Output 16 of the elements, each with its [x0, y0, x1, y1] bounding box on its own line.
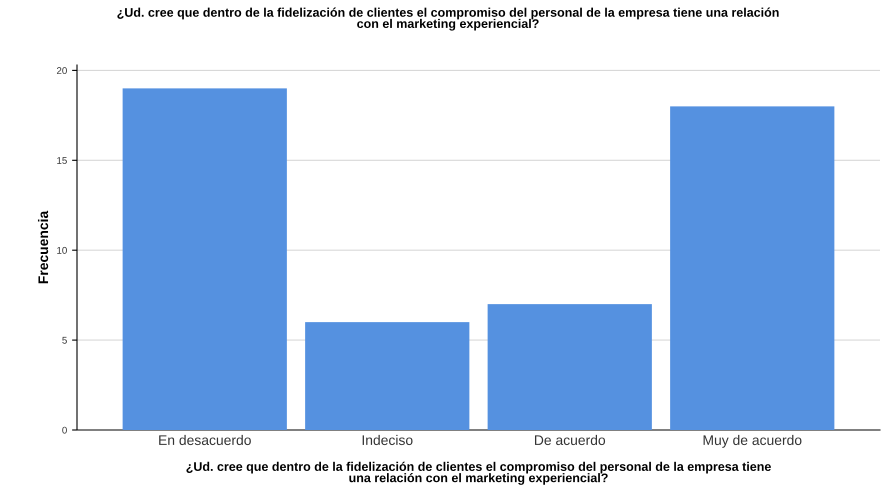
- y-tick-label: 20: [56, 67, 67, 74]
- y-tick-label: 10: [57, 246, 67, 254]
- chart-title: ¿Ud. cree que dentro de la fidelización de clientes el compromiso del personal de la empresa tiene una relación con el marketing experiencial?: [117, 8, 779, 31]
- y-tick-label: 15: [57, 157, 67, 164]
- y-axis-title: Frecuencia: [38, 210, 48, 284]
- y-tick-label: 0: [62, 426, 67, 434]
- x-tick-label: Indeciso: [362, 434, 413, 446]
- bar: [122, 88, 287, 430]
- y-tick-label: 5: [62, 336, 67, 344]
- bar: [305, 322, 470, 430]
- x-axis-title: ¿Ud. cree que dentro de la fidelización de clientes el compromiso del personal de la empresa tiene una relación con el marketing experiencial?: [186, 462, 771, 485]
- bar: [488, 304, 652, 430]
- x-tick-label: En desacuerdo: [159, 434, 251, 446]
- bar: [670, 106, 834, 430]
- x-tick-label: De acuerdo: [534, 434, 606, 446]
- x-tick-label: Muy de acuerdo: [704, 434, 802, 448]
